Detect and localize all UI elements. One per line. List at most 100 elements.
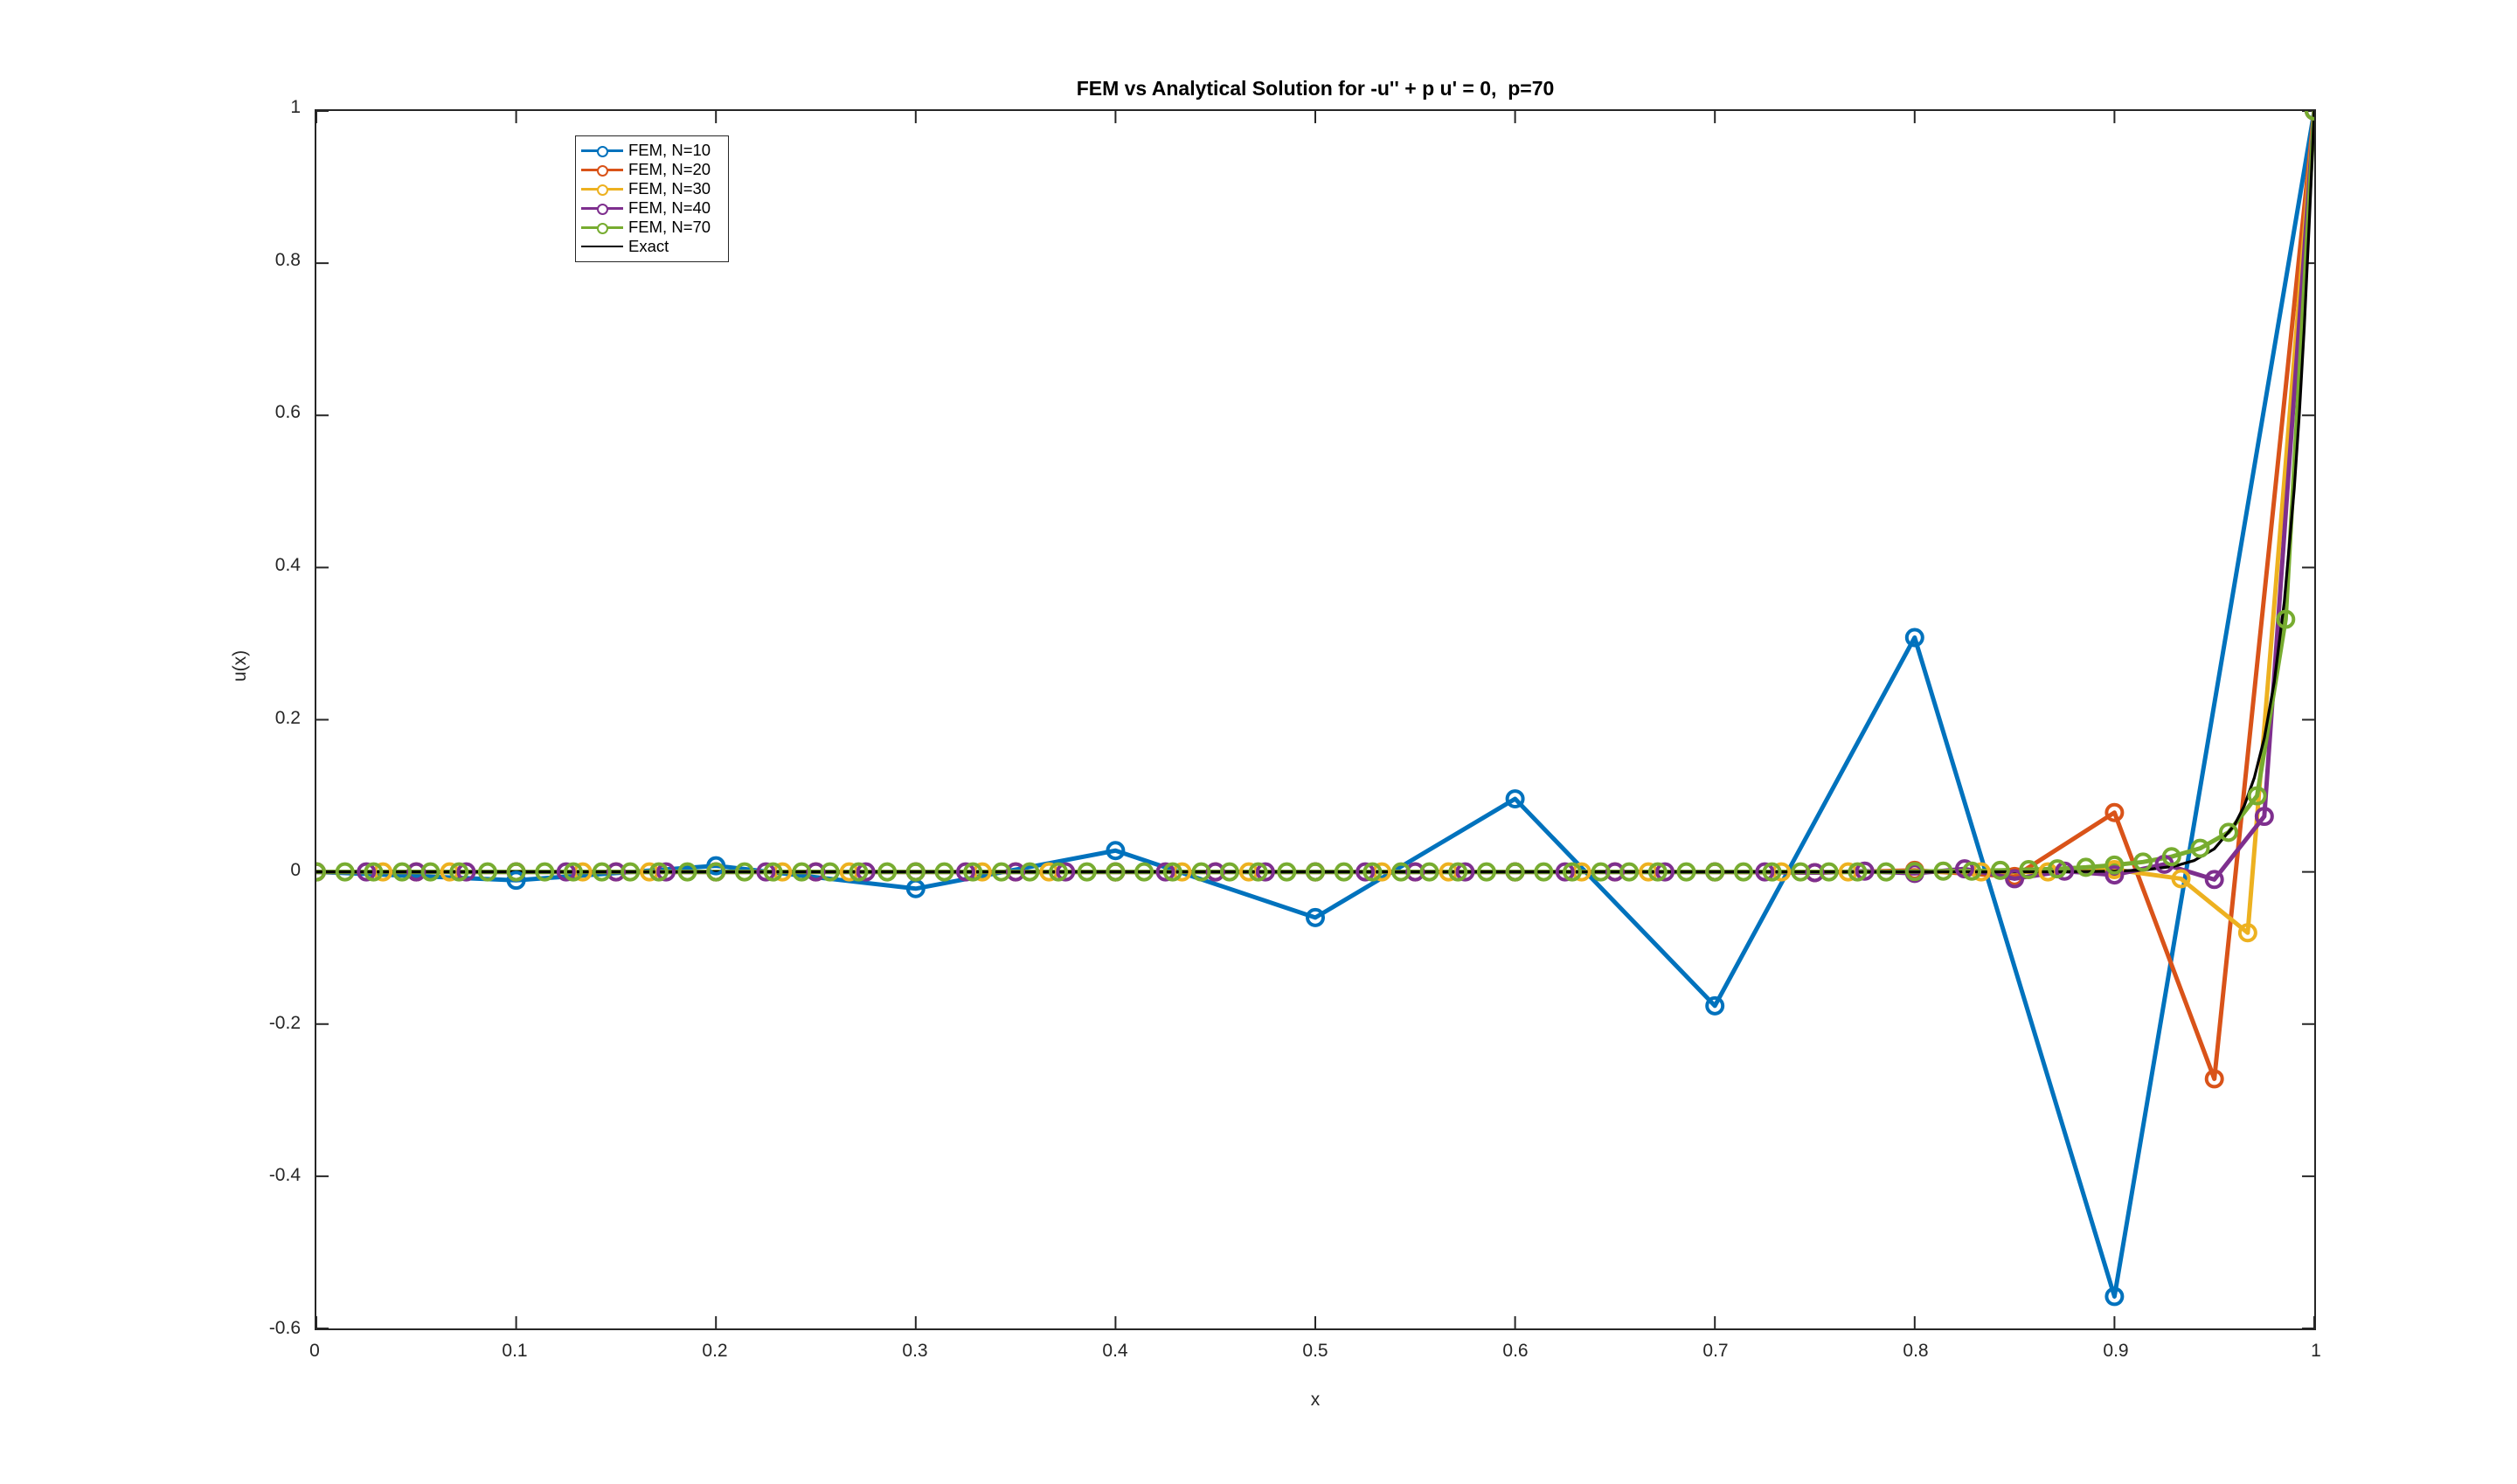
data-point-marker [509,864,524,880]
data-point-marker [737,864,752,880]
data-point-marker [458,864,474,880]
y-axis-label: u(x) [230,649,250,682]
data-point-marker [937,864,953,880]
y-tick-label: -0.6 [268,1318,301,1338]
data-point-marker [1964,863,1980,879]
data-point-marker [1707,864,1723,880]
y-tick-label: 0.8 [274,249,301,270]
data-point-marker [850,864,866,880]
chart-legend[interactable]: FEM, N=10 FEM, N=20 FEM, N=30 FEM, N=40 FEM,… [575,135,729,262]
legend-marker-icon [597,165,608,177]
data-point-marker [2021,862,2036,877]
plot-area [315,109,2316,1330]
data-point-marker [2164,849,2180,864]
legend-swatch [581,162,623,177]
data-point-marker [1393,864,1409,880]
legend-item-label: FEM, N=40 [628,198,711,217]
data-point-marker [2049,861,2065,877]
data-point-marker [2007,870,2022,886]
data-point-marker [1450,864,1466,880]
data-point-marker [1707,998,1723,1014]
legend-item[interactable]: FEM, N=40 [581,198,723,218]
data-point-marker [758,864,773,880]
data-point-marker [1907,629,1923,645]
y-tick-label: -0.2 [268,1012,301,1033]
data-point-marker [1479,864,1494,880]
data-point-marker [2240,925,2256,940]
series-fem-n-10 [316,111,2314,1296]
data-point-marker [2174,870,2189,886]
legend-item[interactable]: Exact [581,237,723,256]
legend-swatch [581,142,623,158]
x-tick-label: 0.8 [1903,1341,1929,1361]
data-point-marker [1457,864,1473,880]
y-tick-label: 0 [290,860,301,881]
legend-item-label: FEM, N=20 [628,160,711,178]
x-axis-label: x [1310,1390,1321,1410]
legend-marker-icon [597,184,608,196]
data-point-marker [1849,864,1865,880]
legend-item-label: FEM, N=30 [628,179,711,198]
x-tick-label: 0 [309,1341,320,1361]
data-point-marker [1079,864,1095,880]
data-point-marker [822,864,838,880]
y-tick-label: 0.2 [274,707,301,728]
data-point-marker [1536,864,1551,880]
data-point-marker [1936,863,1952,879]
data-point-marker [1422,864,1438,880]
legend-item[interactable]: FEM, N=70 [581,218,723,237]
data-point-marker [2250,788,2265,804]
data-point-marker [2106,1288,2122,1304]
x-tick-label: 0.6 [1502,1341,1529,1361]
legend-item[interactable]: FEM, N=20 [581,160,723,179]
data-point-marker [794,864,809,880]
data-point-marker [480,864,496,880]
data-point-marker [1158,864,1174,880]
y-tick-label: -0.4 [268,1165,301,1186]
data-point-marker [1593,864,1609,880]
plot-svg [316,111,2314,1328]
data-point-marker [2207,1071,2222,1086]
series-markers [316,111,2314,1304]
legend-item[interactable]: FEM, N=10 [581,141,723,160]
data-point-marker [423,864,439,880]
page-title: FEM vs Analytical Solution for -u'' + p … [1076,77,1555,100]
data-point-marker [509,872,524,888]
data-point-marker [1279,864,1294,880]
data-point-marker [1307,910,1323,926]
data-point-marker [558,864,574,880]
data-point-marker [1251,864,1266,880]
legend-item-label: FEM, N=70 [628,218,711,236]
data-point-marker [2106,805,2122,821]
data-point-marker [537,864,552,880]
data-point-marker [1679,864,1695,880]
data-point-marker [1657,864,1673,880]
y-tick-label: 0.4 [274,554,301,575]
data-point-marker [1050,864,1066,880]
data-point-marker [1107,843,1123,858]
legend-swatch [581,219,623,235]
data-point-marker [451,864,467,880]
legend-item[interactable]: FEM, N=30 [581,179,723,198]
data-point-marker [994,864,1009,880]
data-point-marker [2257,808,2272,824]
data-point-marker [958,864,974,880]
data-point-marker [2192,841,2208,856]
data-point-marker [1857,863,1873,879]
data-point-marker [2106,857,2122,873]
tick-marks [316,111,2314,1328]
data-point-marker [1557,864,1573,880]
data-point-marker [1336,864,1352,880]
data-point-marker [858,864,874,880]
data-point-marker [1107,864,1123,880]
x-tick-label: 0.2 [702,1341,728,1361]
x-tick-label: 0.1 [502,1341,528,1361]
data-point-marker [1222,864,1238,880]
legend-marker-icon [597,223,608,234]
data-point-marker [708,858,724,874]
x-tick-label: 0.9 [2103,1341,2129,1361]
data-point-marker [2207,871,2222,887]
series-line [316,111,2314,1296]
legend-swatch [581,239,623,254]
data-point-marker [594,864,610,880]
